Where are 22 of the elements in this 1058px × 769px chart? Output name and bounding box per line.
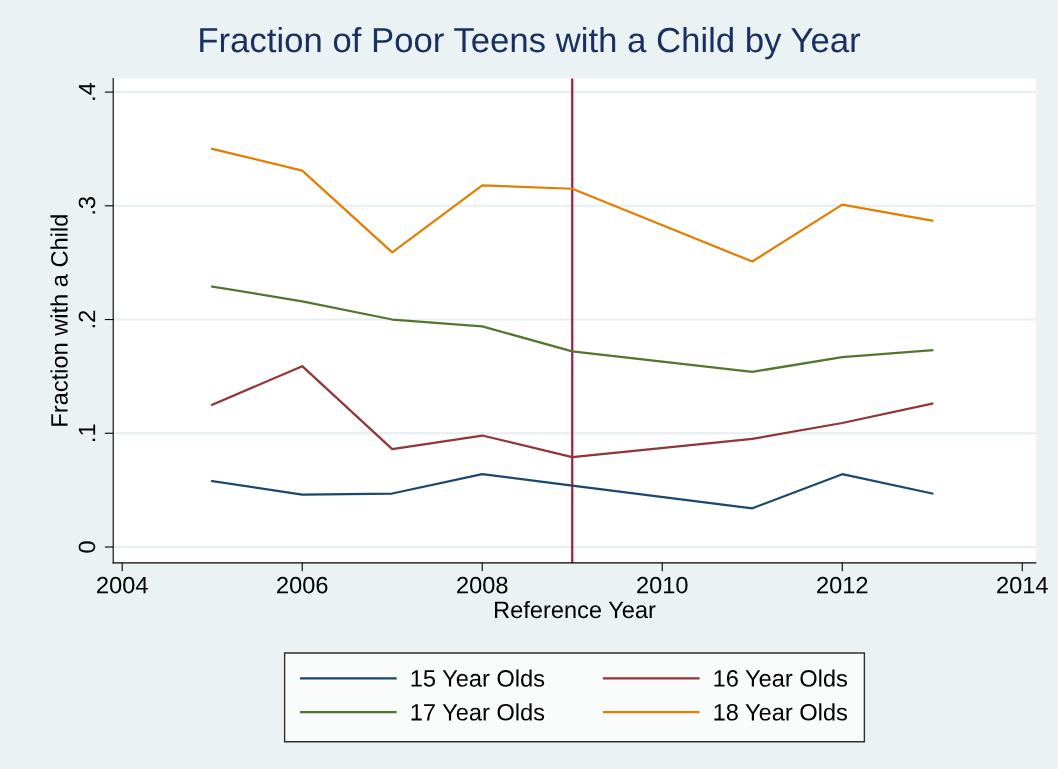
- y-tick-label: .2: [78, 310, 96, 328]
- line-series: [211, 147, 934, 263]
- legend-label: 15 Year Olds: [411, 669, 545, 687]
- y-tick-label: .1: [78, 424, 96, 441]
- x-tick-label: 2008: [457, 576, 508, 594]
- x-tick-label: 2010: [637, 576, 688, 594]
- x-tick-label: 2004: [97, 576, 148, 594]
- y-tick-label: .4: [78, 82, 96, 100]
- line-series: [211, 365, 934, 459]
- y-tick-label: 0: [78, 541, 96, 553]
- x-axis-title: Reference Year: [495, 600, 656, 619]
- chart-title: Fraction of Poor Teens with a Child by Year: [200, 26, 861, 60]
- x-tick-label: 2012: [817, 576, 868, 594]
- legend-label: 18 Year Olds: [714, 703, 847, 721]
- x-tick-label: 2006: [277, 576, 328, 594]
- line-series: [211, 285, 934, 373]
- y-tick-label: .3: [78, 197, 96, 214]
- y-axis-title: Fraction with a Child: [50, 215, 68, 426]
- legend-label: 16 Year Olds: [714, 669, 847, 687]
- line-series: [211, 473, 934, 510]
- x-tick-label: 2014: [997, 576, 1048, 594]
- legend-label: 17 Year Olds: [411, 703, 545, 721]
